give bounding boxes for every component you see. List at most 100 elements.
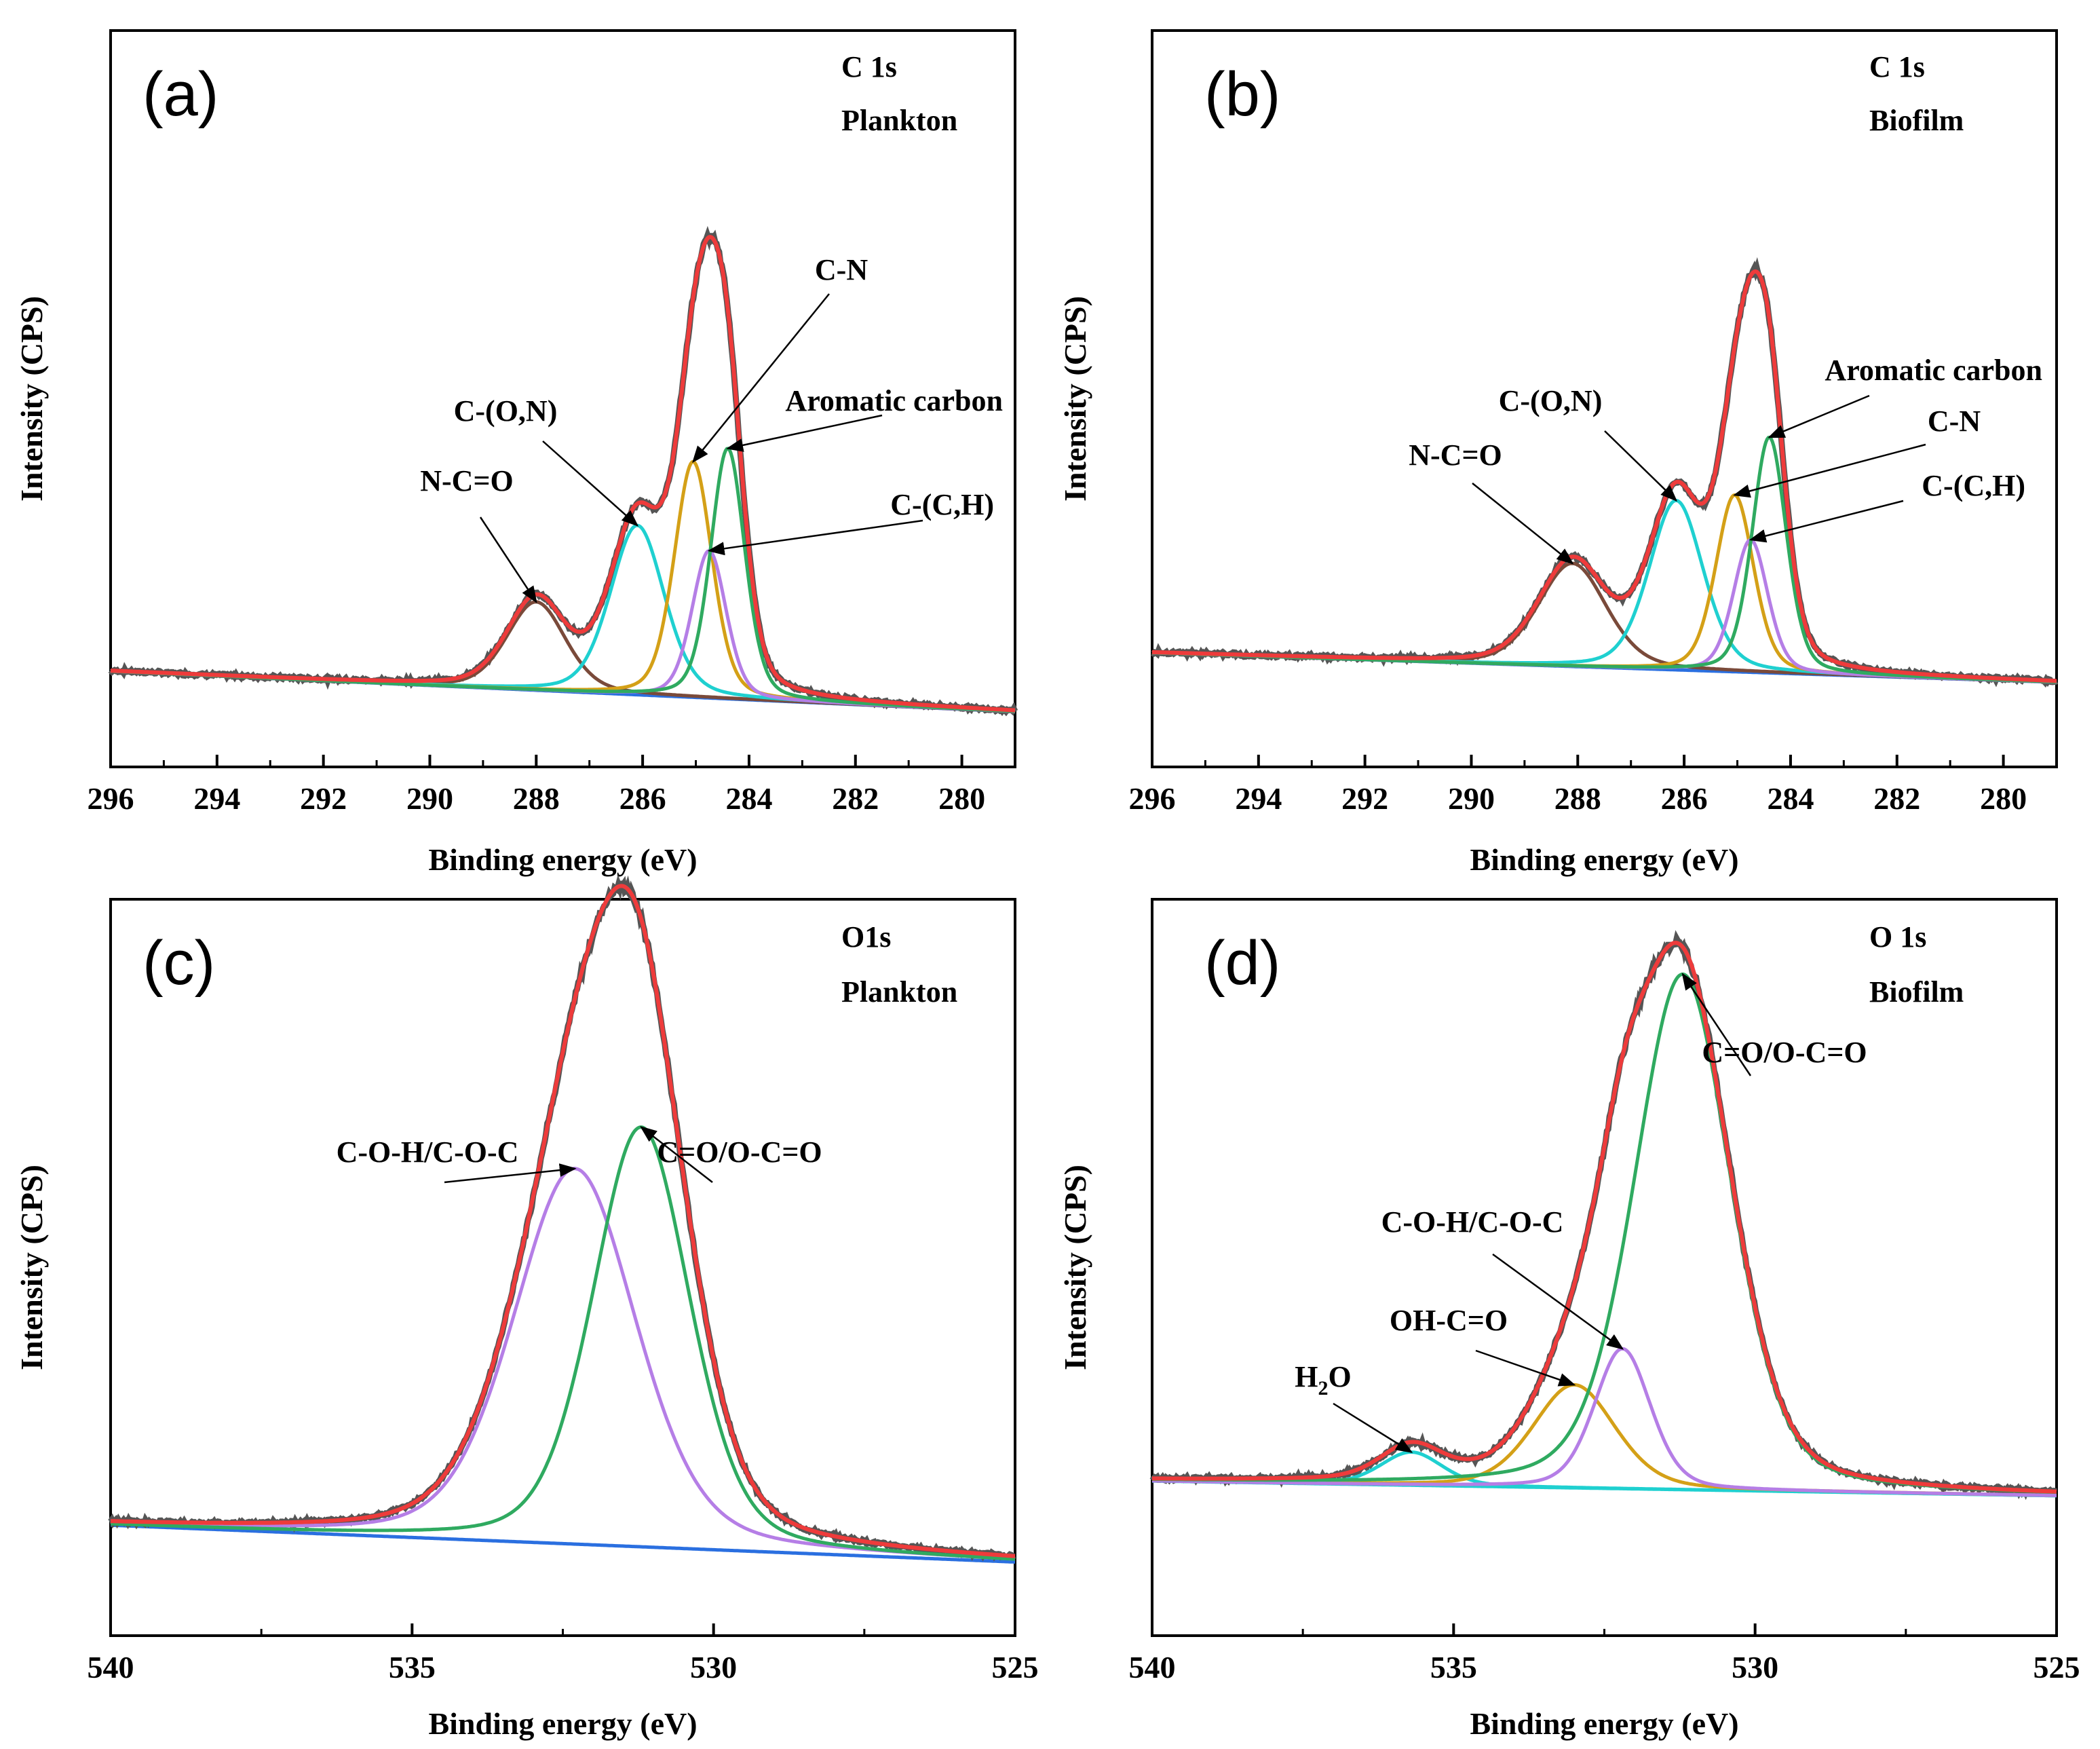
chart-panel-a: 296 294 292 290 288 286 284 282 280 Binding energ… xyxy=(14,29,1018,877)
peak-annotation-label: Aromatic carbon xyxy=(1825,354,2042,387)
experimental-spectrum xyxy=(1151,257,2059,688)
component-peak-c-o-o-c-o xyxy=(1152,972,2057,1494)
x-tick-label: 525 xyxy=(2034,1650,2080,1685)
corner-text: Plankton xyxy=(841,975,957,1009)
x-axis-label: Binding energy (eV) xyxy=(1470,1706,1738,1741)
peak-annotation-label: C=O/O-C=O xyxy=(657,1135,822,1169)
component-peak-c-c-h- xyxy=(1152,538,2057,684)
x-tick-label: 296 xyxy=(1129,781,1176,816)
annotation-arrow xyxy=(692,293,830,464)
x-tick-label: 294 xyxy=(193,781,240,816)
annotation-arrow xyxy=(707,519,923,556)
experimental-spectrum xyxy=(108,225,1018,717)
fit-envelope xyxy=(1151,269,2057,683)
x-tick-label: 284 xyxy=(1767,781,1814,816)
background-line xyxy=(111,1523,1016,1564)
annotation-arrow xyxy=(1749,500,1904,543)
x-tick-label: 540 xyxy=(88,1650,134,1685)
panel-label: (c) xyxy=(142,928,215,998)
annotation-arrow xyxy=(1492,1253,1624,1350)
annotation-arrow xyxy=(542,440,639,527)
corner-text: O 1s xyxy=(1869,920,1926,954)
corner-text: Plankton xyxy=(841,104,957,137)
y-axis-label: Intensity (CPS) xyxy=(14,1165,49,1370)
peak-annotation-label: C-(C,H) xyxy=(890,488,994,521)
annotation-arrow xyxy=(479,516,537,603)
x-tick-label: 294 xyxy=(1235,781,1282,816)
x-tick-label: 288 xyxy=(513,781,560,816)
annotation-arrow xyxy=(1472,483,1574,565)
component-peak-c-o-h-c-o-c xyxy=(1151,1347,2057,1497)
annotation-arrow xyxy=(1333,1402,1413,1453)
x-tick-label: 280 xyxy=(1980,781,2027,816)
x-axis-label: Binding energy (eV) xyxy=(428,1706,697,1741)
peak-annotation-label: N-C=O xyxy=(1409,438,1502,472)
component-peak-h2o xyxy=(1152,1450,2057,1498)
peak-annotation-label: C-(O,N) xyxy=(454,394,558,428)
y-axis-label: Intensity (CPS) xyxy=(1058,296,1092,502)
x-tick-label: 292 xyxy=(300,781,347,816)
x-tick-label: 280 xyxy=(938,781,985,816)
peak-annotation-label: C-O-H/C-O-C xyxy=(1381,1205,1564,1239)
annotation-arrow xyxy=(1768,394,1870,438)
annotation-arrow xyxy=(1475,1349,1576,1387)
x-tick-label: 525 xyxy=(992,1650,1039,1685)
annotation-arrow xyxy=(726,414,883,452)
annotation-arrow xyxy=(1733,443,1926,498)
peak-annotation-label: N-C=O xyxy=(420,464,514,497)
x-tick-label: 535 xyxy=(1430,1650,1477,1685)
chart-panel-d: 540 535 530 525 Binding energy (eV) Intensity… xyxy=(1058,898,2080,1741)
x-axis-label: Binding energy (eV) xyxy=(428,842,697,877)
x-tick-label: 286 xyxy=(619,781,666,816)
peak-annotation-label: C-O-H/C-O-C xyxy=(337,1135,519,1169)
plot-frame xyxy=(109,29,1016,768)
x-tick-label: 290 xyxy=(406,781,453,816)
fit-envelope xyxy=(111,884,1016,1558)
x-tick-label: 530 xyxy=(1732,1650,1778,1685)
peak-annotation-label: OH-C=O xyxy=(1390,1304,1508,1337)
plot-frame xyxy=(1151,898,2058,1637)
corner-text: O1s xyxy=(841,920,891,954)
chart-panel-c: 540 535 530 525 Binding energy (eV) Intensity… xyxy=(14,874,1039,1741)
component-peak-c-o-o-c-o xyxy=(110,1125,1016,1561)
annotation-arrow xyxy=(1604,430,1678,502)
x-tick-label: 535 xyxy=(389,1650,436,1685)
peak-annotation-label: C-(C,H) xyxy=(1922,469,2025,502)
x-tick-label: 292 xyxy=(1341,781,1388,816)
plot-frame xyxy=(1151,29,2058,768)
component-peak-aromatic-carbon xyxy=(110,447,1016,713)
component-peak-c-o-h-c-o-c xyxy=(110,1167,1016,1561)
peak-annotation-label: C=O/O-C=O xyxy=(1702,1036,1867,1069)
y-axis-label: Intensity (CPS) xyxy=(1058,1165,1092,1370)
fit-envelope xyxy=(1152,941,2057,1494)
panel-label: (d) xyxy=(1204,928,1280,998)
x-axis-label: Binding energy (eV) xyxy=(1470,842,1738,877)
panel-label: (a) xyxy=(142,60,218,129)
corner-text: C 1s xyxy=(1869,50,1925,83)
peak-annotation-label: H2O xyxy=(1295,1360,1351,1399)
x-tick-label: 282 xyxy=(832,781,879,816)
chart-panel-b: 296 294 292 290 288 286 284 282 280 Binding energ… xyxy=(1058,29,2059,877)
fit-envelope xyxy=(110,234,1016,713)
x-tick-label: 540 xyxy=(1129,1650,1176,1685)
peak-annotation-label: C-(O,N) xyxy=(1499,384,1603,417)
x-tick-label: 288 xyxy=(1554,781,1601,816)
x-tick-label: 290 xyxy=(1448,781,1495,816)
x-tick-label: 282 xyxy=(1873,781,1920,816)
x-tick-label: 296 xyxy=(88,781,134,816)
peak-annotation-label: C-N xyxy=(815,253,868,286)
annotation-arrow xyxy=(1681,973,1752,1076)
x-tick-label: 284 xyxy=(725,781,772,816)
corner-text: Biofilm xyxy=(1869,104,1964,137)
x-tick-label: 286 xyxy=(1661,781,1708,816)
corner-text: Biofilm xyxy=(1869,975,1964,1009)
y-axis-label: Intensity (CPS) xyxy=(14,296,49,502)
x-tick-label: 530 xyxy=(690,1650,737,1685)
peak-annotation-label: C-N xyxy=(1928,405,1981,438)
annotation-arrow xyxy=(444,1163,577,1184)
component-peak-aromatic-carbon xyxy=(1151,435,2057,684)
panel-label: (b) xyxy=(1204,60,1280,129)
corner-text: C 1s xyxy=(841,50,897,83)
peak-annotation-label: Aromatic carbon xyxy=(785,384,1003,417)
